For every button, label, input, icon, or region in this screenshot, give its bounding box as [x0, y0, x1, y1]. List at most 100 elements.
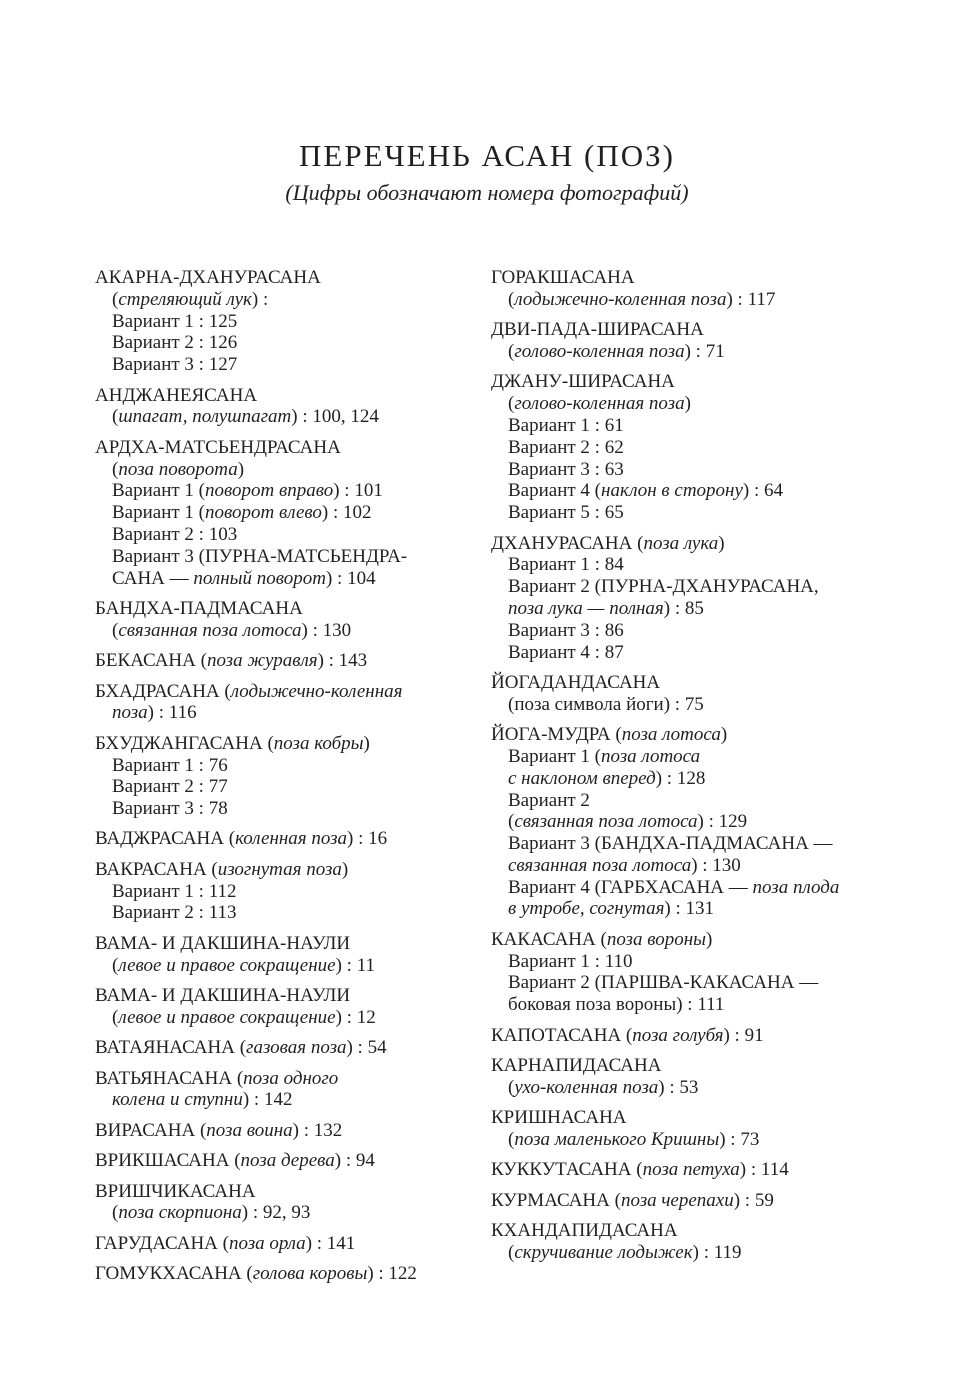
entry-detail-line: в утробе, согнутая) : 131: [491, 898, 871, 920]
text-segment: (: [508, 1242, 515, 1263]
text-segment: Вариант 1 : 76: [112, 754, 228, 776]
italic-gloss: поза поворота: [118, 458, 238, 480]
entry-detail-line: (поза скорпиона) : 92, 93: [95, 1202, 475, 1224]
entry-heading-line: ВАМА- И ДАКШИНА-НАУЛИ: [95, 933, 475, 955]
entry-heading-line: ВАМА- И ДАКШИНА-НАУЛИ: [95, 985, 475, 1007]
italic-gloss: газовая поза: [246, 1037, 347, 1059]
text-segment: ЙОГА-МУДРА (: [491, 724, 622, 746]
text-segment: ) : 73: [719, 1129, 760, 1151]
entry-heading-line: ВАКРАСАНА (изогнутая поза): [95, 859, 475, 881]
entry-detail-line: (левое и правое сокращение) : 12: [95, 1007, 475, 1029]
text-segment: Вариант 1 : 61: [508, 414, 624, 436]
italic-gloss: поза лотоса: [601, 745, 701, 767]
italic-gloss: коленная поза: [235, 828, 348, 850]
entry-detail-line: Вариант 1 : 112: [95, 881, 475, 903]
text-segment: ) : 71: [684, 340, 725, 362]
entry-heading-line: БАНДХА-ПАДМАСАНА: [95, 598, 475, 620]
italic-gloss: поза: [112, 702, 148, 724]
entry-detail-line: поза) : 116: [95, 702, 475, 724]
italic-gloss: поворот влево: [205, 502, 322, 524]
entry-detail-line: Вариант 4 (наклон в сторону) : 64: [491, 480, 871, 502]
text-segment: (: [508, 340, 515, 362]
entry-heading-line: КРИШНАСАНА: [491, 1107, 871, 1129]
text-segment: Вариант 3 : 127: [112, 354, 238, 376]
entry-detail-line: Вариант 1 (поворот вправо) : 101: [95, 480, 475, 502]
italic-gloss: ухо-коленная поза: [514, 1076, 659, 1098]
italic-gloss: поза петуха: [642, 1159, 740, 1181]
entry-heading-line: ДЖАНУ-ШИРАСАНА: [491, 371, 871, 393]
asana-entry: БХУДЖАНГАСАНА (поза кобры) Вариант 1 : 76…: [95, 733, 475, 820]
text-segment: (: [508, 1076, 515, 1098]
asana-entry: ВАМА- И ДАКШИНА-НАУЛИ (левое и правое сок…: [95, 985, 475, 1029]
text-segment: АКАРНА-ДХАНУРАСАНА: [95, 267, 321, 288]
asana-entry: АРДХА-МАТСЬЕНДРАСАНА (поза поворота) Вариа…: [95, 437, 475, 590]
entry-heading-line: ЙОГА-МУДРА (поза лотоса): [491, 724, 871, 746]
entry-heading-line: АКАРНА-ДХАНУРАСАНА: [95, 267, 475, 289]
text-segment: (: [508, 1129, 515, 1151]
asana-entry: ВРИШЧИКАСАНА (поза скорпиона) : 92, 93: [95, 1181, 475, 1225]
entry-heading-line: КХАНДАПИДАСАНА: [491, 1220, 871, 1242]
italic-gloss: в утробе, согнутая: [508, 898, 665, 920]
text-segment: (: [508, 288, 515, 310]
entry-heading-line: ВАТАЯНАСАНА (газовая поза) : 54: [95, 1037, 475, 1059]
text-segment: ): [684, 393, 691, 415]
italic-gloss: поворот вправо: [205, 480, 334, 502]
text-segment: Вариант 1 : 110: [508, 950, 633, 972]
entry-detail-line: (поза поворота): [95, 459, 475, 481]
italic-gloss: голова коровы: [252, 1263, 368, 1285]
text-segment: ) : 94: [334, 1150, 375, 1172]
text-segment: ) : 91: [723, 1024, 764, 1046]
italic-gloss: поза орла: [228, 1232, 306, 1254]
entry-heading-line: ВИРАСАНА (поза воина) : 132: [95, 1120, 475, 1142]
entry-detail-line: Вариант 1 (поворот влево) : 102: [95, 502, 475, 524]
entry-detail-line: (голово-коленная поза): [491, 393, 871, 415]
asana-entry: ГОМУКХАСАНА (голова коровы) : 122: [95, 1263, 475, 1285]
entry-detail-line: Вариант 3 : 78: [95, 798, 475, 820]
asana-entry: ВИРАСАНА (поза воина) : 132: [95, 1120, 475, 1142]
text-segment: (: [112, 406, 119, 428]
text-segment: ) : 53: [658, 1076, 699, 1098]
text-segment: Вариант 2 : 62: [508, 436, 624, 458]
italic-gloss: лодыжечно-коленная: [230, 680, 403, 702]
asana-entry: КАКАСАНА (поза вороны) Вариант 1 : 110 Вар…: [491, 929, 871, 1016]
italic-gloss: лодыжечно-коленная поза: [514, 288, 727, 310]
entry-detail-line: колена и ступни) : 142: [95, 1089, 475, 1111]
text-segment: Вариант 3 (БАНДХА-ПАДМАСАНА —: [508, 833, 833, 855]
text-segment: БАНДХА-ПАДМАСАНА: [95, 597, 303, 619]
text-segment: БХАДРАСАНА (: [95, 680, 231, 702]
entry-detail-line: Вариант 1 : 84: [491, 554, 871, 576]
right-column: ГОРАКШАСАНА (лодыжечно-коленная поза) : 1…: [491, 267, 871, 1272]
italic-gloss: скручивание лодыжек: [514, 1242, 693, 1263]
text-segment: (: [112, 954, 119, 976]
entry-heading-line: КАРНАПИДАСАНА: [491, 1055, 871, 1077]
entry-detail-line: связанная поза лотоса) : 130: [491, 855, 871, 877]
text-segment: ВАМА- И ДАКШИНА-НАУЛИ: [95, 985, 351, 1007]
text-segment: ) : 101: [333, 480, 383, 502]
asana-entry: ГАРУДАСАНА (поза орла) : 141: [95, 1233, 475, 1255]
entry-heading-line: ГАРУДАСАНА (поза орла) : 141: [95, 1233, 475, 1255]
entry-detail-line: Вариант 2 : 113: [95, 902, 475, 924]
asana-entry: ВАТЬЯНАСАНА (поза одного колена и ступни)…: [95, 1068, 475, 1112]
text-segment: ЙОГАДАНДАСАНА: [491, 671, 661, 693]
text-segment: Вариант 1 (: [112, 502, 206, 524]
text-segment: ) : 100, 124: [291, 406, 379, 428]
text-segment: ДЖАНУ-ШИРАСАНА: [491, 371, 675, 393]
text-segment: Вариант 4 : 87: [508, 641, 624, 663]
entry-detail-line: Вариант 4 : 87: [491, 642, 871, 664]
page-title: ПЕРЕЧЕНЬ АСАН (ПОЗ): [299, 138, 675, 173]
asana-entry: ВРИКШАСАНА (поза дерева) : 94: [95, 1150, 475, 1172]
text-segment: ) : 114: [739, 1159, 789, 1181]
italic-gloss: колена и ступни: [112, 1089, 243, 1111]
text-segment: ГОРАКШАСАНА: [491, 267, 635, 288]
text-segment: ) : 128: [655, 767, 706, 789]
text-segment: ) : 54: [346, 1037, 387, 1059]
text-segment: Вариант 4 (ГАРБХАСАНА —: [508, 876, 753, 898]
italic-gloss: голово-коленная поза: [514, 393, 685, 415]
entry-detail-line: Вариант 2 (ПАРШВА-КАКАСАНА —: [491, 972, 871, 994]
italic-gloss: поза журавля: [206, 650, 318, 672]
asana-entry: ЙОГА-МУДРА (поза лотоса) Вариант 1 (поза …: [491, 724, 871, 920]
italic-gloss: поза воина: [206, 1119, 293, 1141]
asana-entry: КАПОТАСАНА (поза голубя) : 91: [491, 1025, 871, 1047]
entry-detail-line: (левое и правое сокращение) : 11: [95, 955, 475, 977]
text-segment: ): [237, 458, 245, 480]
